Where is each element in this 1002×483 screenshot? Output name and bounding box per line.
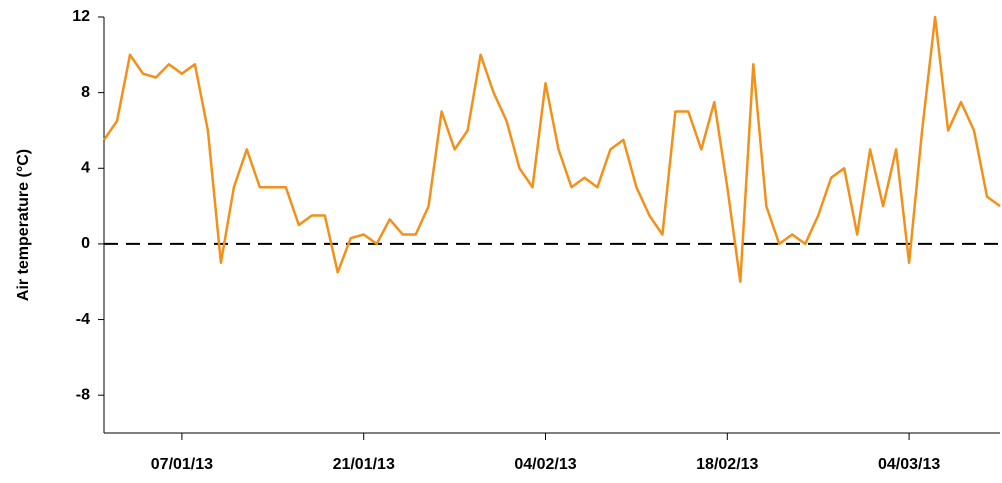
x-tick-label: 21/01/13: [333, 456, 395, 473]
y-axis-title: Air temperature (°C): [15, 149, 32, 301]
y-tick-label: 0: [81, 235, 90, 252]
x-tick-label: 07/01/13: [151, 456, 213, 473]
x-tick-label: 18/02/13: [696, 456, 758, 473]
y-tick-label: 8: [81, 84, 90, 101]
y-tick-label: -8: [76, 386, 90, 403]
series-line: [102, 15, 1001, 283]
y-tick-label: -4: [76, 311, 90, 328]
y-tick-label: 12: [72, 8, 90, 25]
x-tick-label: 04/03/13: [878, 456, 940, 473]
y-tick-label: 4: [81, 159, 90, 176]
x-tick-label: 04/02/13: [514, 456, 576, 473]
